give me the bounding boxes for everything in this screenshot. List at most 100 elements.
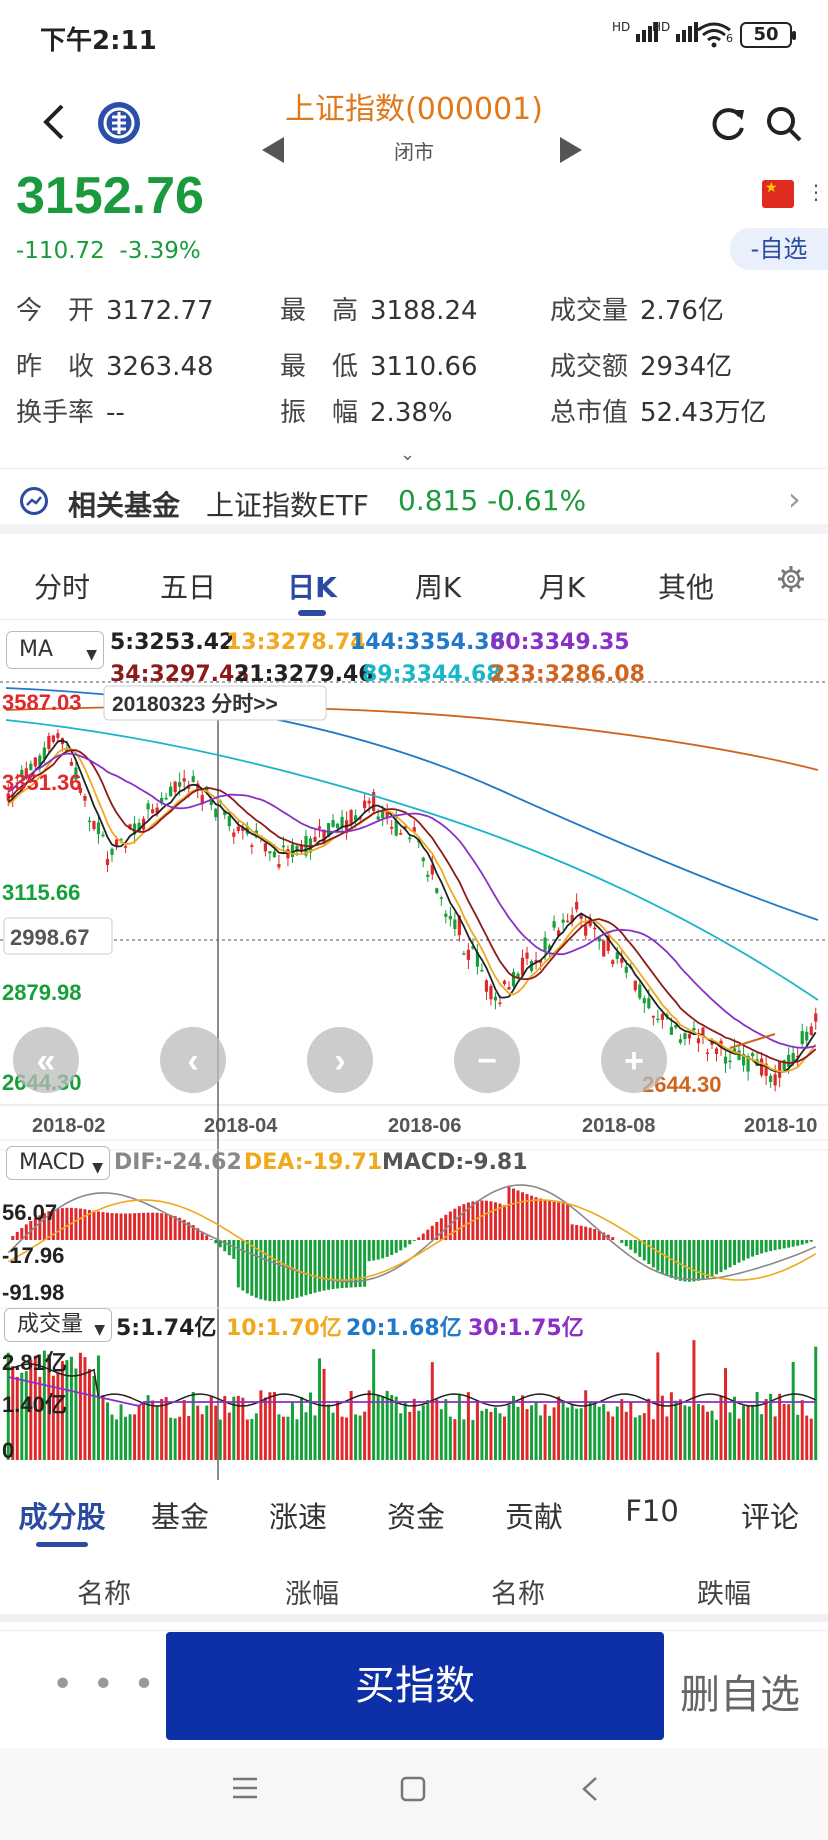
candle-body xyxy=(335,823,340,829)
more-horizontal-icon[interactable]: • • • xyxy=(52,1664,159,1705)
candle-body xyxy=(791,1053,795,1064)
macd-selector[interactable]: MACD xyxy=(6,1146,110,1184)
candle-body xyxy=(782,1060,786,1071)
candle-body xyxy=(787,1054,791,1067)
candle-body xyxy=(444,913,448,917)
crosshair-label: 20180323 分时>> xyxy=(112,693,278,716)
col-loss[interactable]: 跌幅 xyxy=(697,1579,751,1610)
candle-body xyxy=(367,800,371,804)
candle-body xyxy=(313,836,317,842)
chevron-right-icon[interactable]: › xyxy=(788,480,801,518)
tab-funds[interactable]: 基金 xyxy=(150,1500,209,1534)
candle-body xyxy=(354,815,358,821)
candle-body xyxy=(105,858,110,865)
candle-body xyxy=(114,839,119,847)
remove-watchlist-button[interactable]: -自选 xyxy=(730,228,828,270)
chart-nav-button-3[interactable] xyxy=(454,1027,520,1093)
tab-constituents[interactable]: 成分股 xyxy=(18,1500,106,1534)
candle-body xyxy=(584,925,588,936)
candle-body xyxy=(769,1075,773,1082)
remove-watchlist-action[interactable]: 删自选 xyxy=(680,1672,800,1718)
signal-label-2: HD xyxy=(652,20,671,34)
candle-body xyxy=(593,927,597,930)
tab-weekly-k[interactable]: 周K xyxy=(414,571,462,604)
price-label: 3351.36 xyxy=(2,770,82,795)
candle-body xyxy=(520,957,525,976)
home-icon[interactable] xyxy=(400,1776,426,1802)
col-gain[interactable]: 涨幅 xyxy=(285,1579,339,1610)
col-name-right[interactable]: 名称 xyxy=(491,1579,545,1610)
candle-body xyxy=(38,755,42,766)
price-label: 2879.98 xyxy=(2,980,82,1005)
system-nav-bar xyxy=(0,1748,828,1840)
stat-value: 52.43万亿 xyxy=(640,398,767,428)
candle-body xyxy=(764,1063,768,1076)
tab-intraday[interactable]: 分时 xyxy=(33,571,90,604)
tab-daily-k[interactable]: 日K xyxy=(287,571,337,604)
expand-chevron-icon[interactable]: ⌄ xyxy=(400,444,416,465)
candle-body xyxy=(363,800,367,809)
gear-icon[interactable] xyxy=(776,564,806,594)
candle-body xyxy=(78,787,83,793)
back-nav-icon[interactable] xyxy=(580,1776,600,1802)
candle-body xyxy=(624,966,628,973)
current-price: 3152.76 xyxy=(16,167,204,225)
candle-body xyxy=(227,816,231,827)
candle-body xyxy=(683,1033,687,1040)
related-fund-bar[interactable] xyxy=(0,468,828,534)
ma89-line xyxy=(5,719,819,1001)
search-icon[interactable] xyxy=(764,104,804,144)
candle-body xyxy=(349,810,353,824)
candle-body xyxy=(205,786,209,792)
candle-body xyxy=(160,797,164,804)
ma-selector[interactable]: MA xyxy=(6,631,104,673)
stat-label: 总市值 xyxy=(550,398,629,428)
next-stock-icon[interactable] xyxy=(560,137,582,163)
col-name-left[interactable]: 名称 xyxy=(77,1579,131,1610)
dea-line xyxy=(7,1199,817,1281)
candle-body xyxy=(714,1048,719,1054)
candle-body xyxy=(372,792,376,812)
chart-nav-button-0[interactable] xyxy=(13,1027,79,1093)
stat-value: 2.76亿 xyxy=(640,296,724,326)
more-vertical-icon[interactable]: ⋮ xyxy=(806,180,826,204)
candle-body xyxy=(137,822,141,832)
chart-nav-icon-3: − xyxy=(477,1042,497,1080)
chart-nav-button-4[interactable] xyxy=(601,1027,667,1093)
candle-body xyxy=(69,761,74,766)
ma144-line xyxy=(5,687,819,921)
tab-contribution[interactable]: 贡献 xyxy=(504,1500,563,1534)
chart-nav-button-2[interactable] xyxy=(307,1027,373,1093)
date-label: 2018-02 xyxy=(32,1115,105,1137)
vol-legend-10: 10:1.70亿 xyxy=(226,1316,342,1341)
chart-nav-button-1[interactable] xyxy=(160,1027,226,1093)
candle-body xyxy=(597,937,601,942)
kline-chart[interactable]: 3587.033351.363115.662998.672879.982644.… xyxy=(0,620,828,1480)
tab-capital[interactable]: 资金 xyxy=(386,1500,445,1534)
candle-body xyxy=(83,795,87,801)
ma-legend-144: 144:3354.38 xyxy=(350,630,505,655)
tab-monthly-k[interactable]: 月K xyxy=(538,571,586,604)
exchange-logo-icon xyxy=(98,102,140,144)
tab-comments[interactable]: 评论 xyxy=(740,1500,799,1534)
tab-other[interactable]: 其他 xyxy=(657,571,714,604)
refresh-icon[interactable] xyxy=(708,104,748,144)
ma-legend-60: 60:3349.35 xyxy=(490,630,630,655)
tab-f10[interactable]: F10 xyxy=(625,1494,679,1528)
price-label: 3587.03 xyxy=(2,690,82,715)
volume-selector[interactable]: 成交量 xyxy=(4,1308,112,1346)
ma13-line xyxy=(7,747,817,1073)
candle-body xyxy=(480,969,484,972)
candle-body xyxy=(376,816,380,820)
tab-speed[interactable]: 涨速 xyxy=(268,1500,327,1534)
candle-body xyxy=(42,747,46,760)
buy-index-button[interactable]: 买指数 xyxy=(166,1632,664,1740)
prev-stock-icon[interactable] xyxy=(262,137,284,163)
price-crosshair-box xyxy=(3,917,113,955)
menu-icon[interactable] xyxy=(232,1776,258,1800)
tab-five-day[interactable]: 五日 xyxy=(159,571,216,604)
price-crosshair-label: 2998.67 xyxy=(10,925,90,950)
candle-body xyxy=(800,1031,804,1045)
ma60-line xyxy=(7,752,816,1049)
back-icon[interactable] xyxy=(38,100,68,144)
